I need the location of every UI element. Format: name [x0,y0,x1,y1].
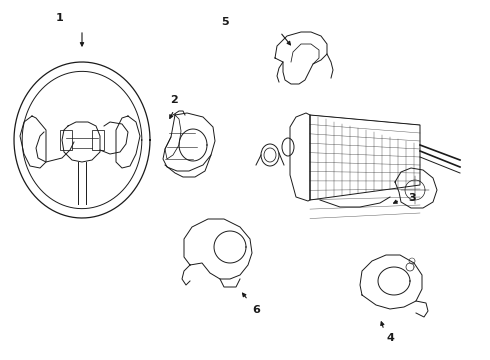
Text: 6: 6 [252,305,260,315]
Text: 2: 2 [170,95,178,105]
Text: 3: 3 [408,193,416,203]
Text: 4: 4 [386,333,394,343]
Text: 5: 5 [221,17,229,27]
Text: 1: 1 [56,13,64,23]
Bar [60,130,72,150]
Bar [92,130,104,150]
